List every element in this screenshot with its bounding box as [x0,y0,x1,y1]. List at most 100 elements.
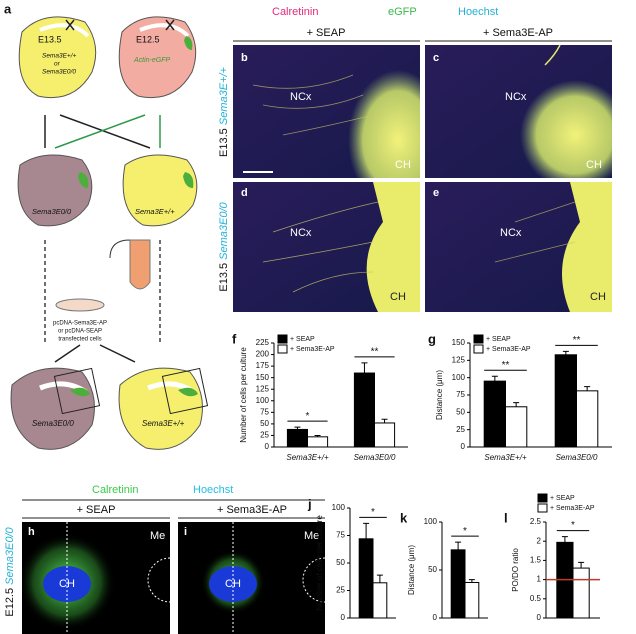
y-tick-label: 125 [256,384,270,393]
significance-label: * [571,520,575,531]
row-label: E13.5 Sema3E0/0 [218,201,230,291]
genotype: Sema3E0/0 [4,526,16,584]
panel-label: e [433,187,439,199]
legend-swatch [537,503,548,513]
y-tick-label: 100 [256,396,270,405]
condition-label: + SEAP [307,27,346,39]
y-tick-label: 150 [256,373,270,382]
y-tick-label: 50 [428,565,437,574]
error-bar [561,536,568,543]
region-label: NCx [290,227,312,239]
legend-swatch [473,344,484,354]
significance-label: ** [573,335,581,346]
arrows [54,114,161,149]
genotype: Actin-eGFP [133,57,171,64]
y-tick-label: 225 [256,338,270,347]
cells-label: pcDNA-Sema3E-AP [53,321,107,327]
y-tick-label: 50 [456,407,465,416]
panel-label: a [4,1,12,16]
explant [178,387,198,397]
bar [572,567,590,619]
y-tick-label: 0 [265,442,270,451]
explant-label: Sema3E+/+ [135,207,175,216]
row-label: E13.5 Sema3E+/+ [218,66,230,156]
y-tick-label: 75 [336,531,345,540]
genotype: Sema3E+/+ [42,53,77,60]
panel-label: l [504,510,508,525]
cells-label: transfected cells [58,337,101,343]
region-label: CH [225,578,241,590]
micrograph [22,522,170,634]
scissors [165,19,175,31]
y-tick-label: 100 [452,373,466,382]
bar [483,380,507,448]
brain [118,16,197,99]
region-label: CH [590,291,606,303]
arrows [44,114,151,149]
explant [70,387,90,397]
micrograph [425,45,612,178]
stain-label: Hoechst [193,484,233,496]
row-label: E13.5 Sema3E0/0 [218,201,230,291]
genotype: or [54,61,61,68]
y-axis-label: PO/DO ratio [511,548,520,592]
bar [464,581,480,619]
micrograph [233,182,420,312]
y-tick-label: 100 [332,503,346,512]
legend-label: + SEAP [550,495,575,502]
x-tick-label: Sema3E0/0 [354,453,396,462]
micrograph [425,182,612,312]
y-tick-label: 100 [424,517,438,526]
y-tick-label: 2 [537,536,542,545]
panel-label: i [184,526,187,538]
y-tick-label: 200 [256,350,270,359]
error-bar [468,579,475,583]
coculture-frame [53,367,101,415]
bar [576,390,599,448]
y-tick-label: 50 [336,558,345,567]
error-bar [363,522,370,539]
condition-label: + SEAP [77,504,116,516]
panel-label: g [428,331,436,346]
ventricle [139,23,190,38]
bar [450,549,466,619]
panel-label: d [241,187,248,199]
error-bar [513,402,520,407]
y-tick-label: 75 [456,390,465,399]
y-tick-label: 25 [336,586,345,595]
panel-label: f [232,331,237,346]
age: E13.5 [218,263,230,292]
error-bar [578,561,585,569]
cells-label: or pcDNA-SEAP [58,329,102,335]
error-bar [376,574,383,583]
panel-label: h [28,526,35,538]
legend-swatch [473,334,484,344]
significance-label: * [463,526,467,537]
significance-label: * [306,411,310,422]
y-axis-label: Distance (μm) [407,545,416,595]
legend-label: + SEAP [486,336,511,343]
stain-label: Calretinin [92,484,138,496]
genotype: Sema3E0/0 [42,69,76,76]
y-tick-label: 1 [537,575,542,584]
brain [17,154,93,227]
region-label: CH [390,291,406,303]
x-tick-label: Sema3E0/0 [556,453,598,462]
error-bar [294,426,301,430]
explant [78,172,89,188]
y-tick-label: 125 [452,355,466,364]
genotype: Sema3E+/+ [218,66,230,125]
significance-label: ** [371,347,379,358]
row-label: E12.5 Sema3E0/0 [4,526,16,616]
age: E13.5 [38,34,62,44]
region-label: NCx [505,91,527,103]
y-tick-label: 0 [433,613,438,622]
region-label: CH [586,159,602,171]
explant [183,172,194,188]
error-bar [361,362,368,374]
explant [184,36,193,50]
bar [353,372,375,448]
panel-label: j [307,496,312,511]
age: E12.5 [136,34,160,44]
image-block-1: Calretinin eGFP Hoechst + SEAP + Sema3E-… [218,6,612,312]
